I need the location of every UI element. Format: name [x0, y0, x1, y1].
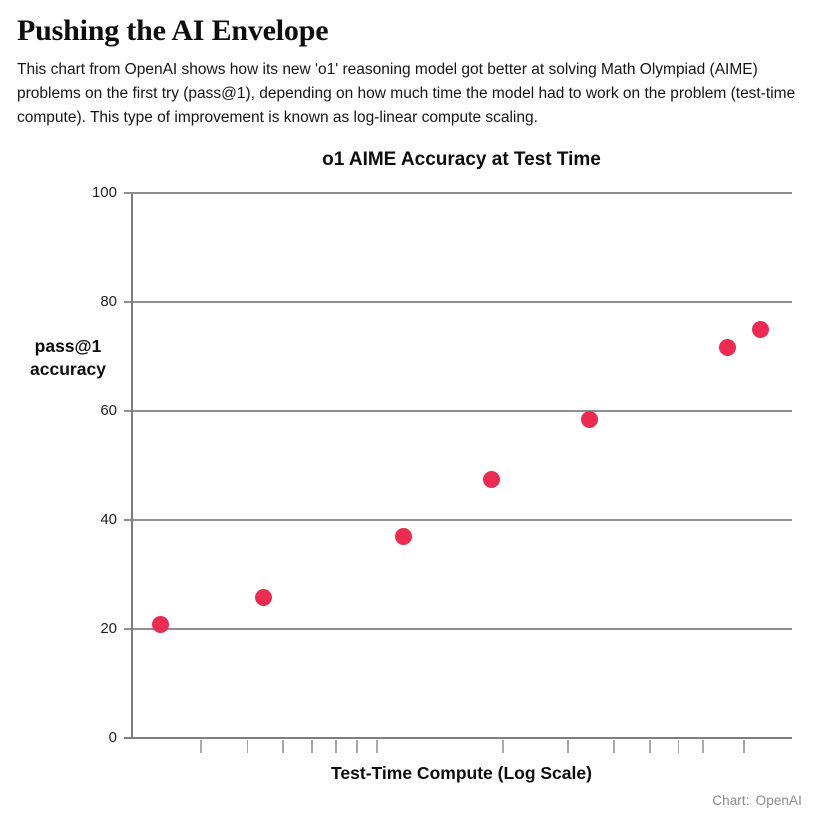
x-minor-tick [311, 740, 313, 753]
y-axis-label-line2: accuracy [30, 359, 106, 379]
y-tick-label: 0 [108, 729, 117, 746]
x-minor-tick [677, 740, 680, 753]
gridline [124, 301, 792, 303]
x-axis-label: Test-Time Compute (Log Scale) [331, 763, 592, 783]
credit-label: Chart: [712, 793, 750, 808]
gridline [124, 410, 792, 412]
x-minor-tick [742, 740, 745, 753]
data-point [752, 320, 770, 338]
x-minor-tick [356, 740, 358, 753]
x-axis-line [124, 736, 792, 739]
data-point [580, 410, 598, 428]
x-minor-tick [502, 740, 504, 753]
page-subtitle: This chart from OpenAI shows how its new… [17, 61, 796, 126]
y-tick-label: 80 [100, 293, 117, 310]
x-minor-tick [376, 740, 378, 753]
data-point [394, 528, 412, 546]
x-minor-tick [246, 740, 249, 753]
chart-credit: Chart: OpenAI [712, 793, 802, 808]
x-minor-tick [649, 740, 651, 753]
gridline [124, 628, 792, 630]
x-minor-tick [701, 740, 704, 753]
data-point [254, 589, 272, 607]
y-tick-label: 20 [100, 620, 117, 637]
x-minor-tick [567, 740, 569, 753]
x-minor-tick [613, 740, 615, 753]
data-point [718, 339, 736, 357]
y-tick-label: 40 [100, 511, 117, 528]
gridline [124, 519, 792, 521]
y-tick-label: 60 [100, 402, 117, 419]
y-axis-label-line1: pass@1 [34, 336, 102, 356]
y-axis-line [131, 193, 133, 738]
x-minor-tick [200, 740, 202, 753]
gridline [124, 192, 792, 194]
plot-area: 0 20 40 60 80 100 [92, 184, 792, 753]
y-tick-label: 100 [91, 184, 117, 201]
x-minor-tick [335, 740, 337, 753]
data-point [152, 615, 170, 633]
data-point [483, 470, 501, 488]
y-axis-label: pass@1 accuracy [18, 335, 118, 381]
page-title: Pushing the AI Envelope [17, 14, 329, 47]
chart-title: o1 AIME Accuracy at Test Time [322, 149, 601, 170]
x-minor-tick [282, 740, 284, 753]
credit-source: OpenAI [755, 793, 802, 808]
